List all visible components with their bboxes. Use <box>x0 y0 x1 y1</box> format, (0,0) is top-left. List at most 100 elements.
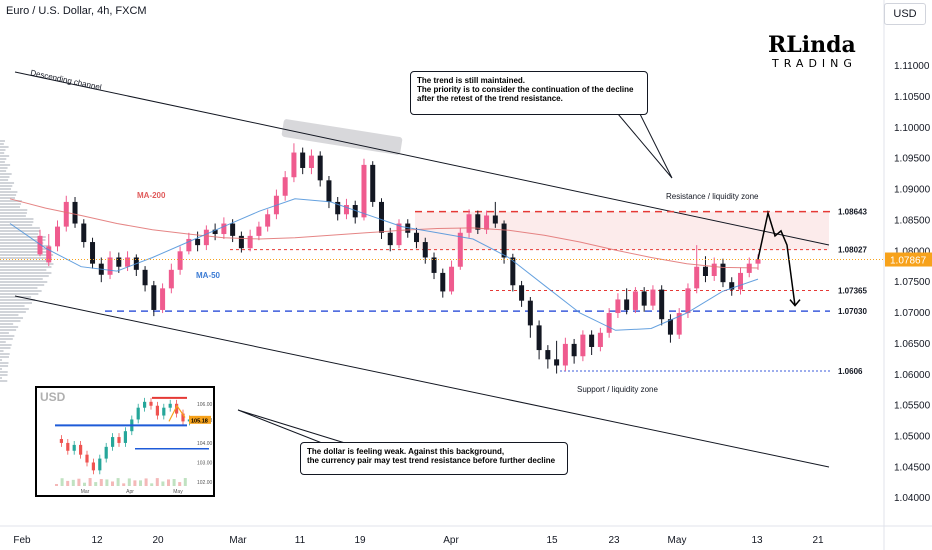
volume-bar <box>0 170 7 172</box>
logo-sub-text: TRADING <box>772 57 857 70</box>
usd-inset-svg: USD 106.00 105.18 104.00 103.00 102.00 Mar Apr M… <box>40 390 213 495</box>
volume-bar <box>0 335 15 337</box>
y-tick-label: 1.05000 <box>894 431 931 442</box>
candle-body <box>650 289 656 306</box>
volume-bar <box>0 227 40 229</box>
volume-bar <box>0 377 2 379</box>
inset-candle <box>85 454 89 463</box>
inset-candle <box>98 458 102 471</box>
candle-body <box>632 291 638 310</box>
candle-body <box>308 155 314 168</box>
x-tick-label: 19 <box>354 535 366 546</box>
candle-body <box>317 155 323 181</box>
candle-body <box>335 201 341 215</box>
candle-body <box>571 343 577 357</box>
inset-candle <box>104 446 108 459</box>
volume-bar <box>0 296 32 298</box>
candle-body <box>466 214 472 233</box>
candle-body <box>702 266 708 276</box>
inset-volume-bar <box>144 478 148 486</box>
candle-body <box>221 223 227 235</box>
candle-body <box>72 201 78 224</box>
candle-body <box>203 229 209 246</box>
volume-bar <box>0 302 33 304</box>
volume-bar <box>0 146 9 148</box>
volume-bar <box>0 251 47 253</box>
inset-volume-bar <box>161 481 165 486</box>
candle-body <box>492 215 498 224</box>
volume-bar <box>0 185 13 187</box>
candle-body <box>361 164 367 218</box>
volume-bar <box>0 197 15 199</box>
candle-body <box>326 180 332 202</box>
candle-body <box>562 343 568 366</box>
candle-body <box>125 257 131 267</box>
level-label-1.08027: 1.08027 <box>838 246 867 255</box>
candle-body <box>81 223 87 243</box>
inset-x-tick: Mar <box>81 489 90 495</box>
y-tick-label: 1.09000 <box>894 185 931 196</box>
candle-body <box>405 223 411 233</box>
volume-bar <box>0 242 44 244</box>
x-tick-label: 15 <box>546 535 558 546</box>
volume-bar <box>0 194 17 196</box>
volume-bar <box>0 212 27 214</box>
volume-bar <box>0 188 12 190</box>
ma50-label: MA-50 <box>196 271 221 280</box>
volume-bar <box>0 344 12 346</box>
inset-candle <box>175 403 179 414</box>
candle-body <box>545 350 551 360</box>
x-tick-label: 11 <box>295 535 306 546</box>
candle-body <box>142 269 148 286</box>
volume-bar <box>0 179 9 181</box>
volume-bar <box>0 245 51 247</box>
current-price-bg <box>885 252 932 267</box>
volume-bar <box>0 287 38 289</box>
candle-body <box>265 214 271 227</box>
inset-candle <box>149 401 153 406</box>
candle-body <box>343 205 349 215</box>
volume-bar <box>0 233 39 235</box>
inset-projection <box>168 404 186 422</box>
y-tick-label: 1.11000 <box>894 61 930 72</box>
inset-volume-bar <box>127 478 131 486</box>
volume-profile <box>0 140 54 382</box>
candle-body <box>685 288 691 314</box>
candle-body <box>195 238 201 246</box>
inset-candle <box>143 401 147 408</box>
volume-bar <box>0 173 12 175</box>
current-price-label: 1.07867 <box>890 256 927 267</box>
volume-bar <box>0 380 8 382</box>
callout-dollar-note: The dollar is feeling weak. Against this… <box>300 442 568 475</box>
volume-bar <box>0 152 5 154</box>
inset-volume-bar <box>150 483 154 486</box>
candle-body <box>737 272 743 290</box>
candle-body <box>212 229 218 235</box>
volume-bar <box>0 272 52 274</box>
volume-bar <box>0 263 54 265</box>
volume-bar <box>0 290 42 292</box>
inset-volume-bar <box>167 479 170 486</box>
x-tick-label: May <box>668 535 687 546</box>
y-tick-label: 1.08500 <box>894 215 931 226</box>
currency-button[interactable]: USD <box>884 3 926 25</box>
volume-bar <box>0 239 46 241</box>
y-tick-label: 1.04500 <box>894 462 931 473</box>
inset-volume-bar <box>55 484 58 486</box>
y-tick-label: 1.10000 <box>894 123 931 134</box>
inset-candle <box>123 431 127 443</box>
callout-top-pointer <box>617 113 673 179</box>
volume-bar <box>0 320 21 322</box>
candle-body <box>615 299 621 314</box>
candle-body <box>46 246 52 263</box>
channel-label: Descending channel <box>30 68 103 92</box>
support-zone-label: Support / liquidity zone <box>577 385 658 394</box>
candle-body <box>90 242 96 264</box>
volume-bar <box>0 323 14 325</box>
y-tick-label: 1.04000 <box>894 493 931 504</box>
y-tick-label: 1.06500 <box>894 339 931 350</box>
inset-candle <box>181 413 185 422</box>
ma50-line <box>9 198 759 331</box>
candle-body <box>160 288 166 310</box>
